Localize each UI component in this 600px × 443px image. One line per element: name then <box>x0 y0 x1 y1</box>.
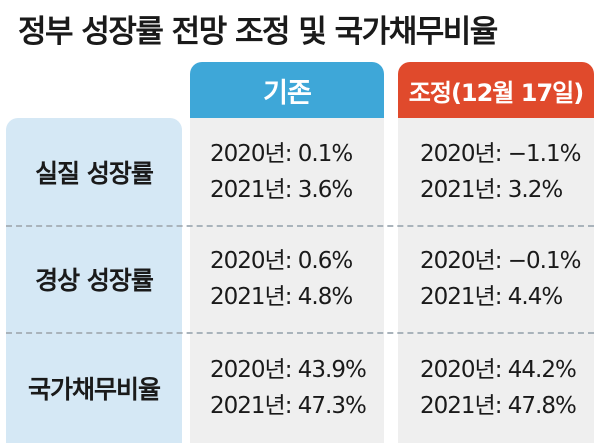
cell-line-2020: 2020년: 0.1% <box>210 140 353 167</box>
cell-line-2020: 2020년: 0.6% <box>210 247 353 274</box>
cell-debt-ratio-adjusted: 2020년: 44.2% 2021년: 47.8% <box>398 352 594 424</box>
cell-line-2021: 2021년: 47.8% <box>420 392 577 419</box>
cell-nominal-growth-existing: 2020년: 0.6% 2021년: 4.8% <box>190 243 384 315</box>
cell-real-growth-adjusted: 2020년: −1.1% 2021년: 3.2% <box>398 136 594 208</box>
cell-line-2020: 2020년: −1.1% <box>420 140 581 167</box>
column-header-existing: 기존 <box>190 62 384 118</box>
cell-line-2020: 2020년: −0.1% <box>420 247 581 274</box>
row-divider <box>6 225 594 227</box>
row-label-column: 실질 성장률 경상 성장률 국가채무비율 <box>6 118 182 443</box>
cell-nominal-growth-adjusted: 2020년: −0.1% 2021년: 4.4% <box>398 243 594 315</box>
cell-line-2021: 2021년: 4.8% <box>210 283 353 310</box>
adjusted-column: 2020년: −1.1% 2021년: 3.2% 2020년: −0.1% 20… <box>398 118 594 443</box>
cell-line-2021: 2021년: 4.4% <box>420 283 563 310</box>
row-label-real-growth: 실질 성장률 <box>35 158 154 188</box>
page-title: 정부 성장률 전망 조정 및 국가채무비율 <box>18 14 498 50</box>
cell-line-2021: 2021년: 47.3% <box>210 392 367 419</box>
cell-line-2021: 2021년: 3.2% <box>420 176 563 203</box>
cell-debt-ratio-existing: 2020년: 43.9% 2021년: 47.3% <box>190 352 384 424</box>
row-label-debt-ratio: 국가채무비율 <box>27 374 161 404</box>
column-header-adjusted: 조정(12월 17일) <box>398 62 594 118</box>
cell-line-2020: 2020년: 43.9% <box>210 356 367 383</box>
cell-real-growth-existing: 2020년: 0.1% 2021년: 3.6% <box>190 136 384 208</box>
existing-column: 2020년: 0.1% 2021년: 3.6% 2020년: 0.6% 2021… <box>190 118 384 443</box>
cell-line-2021: 2021년: 3.6% <box>210 176 353 203</box>
row-label-nominal-growth: 경상 성장률 <box>35 265 154 295</box>
cell-line-2020: 2020년: 44.2% <box>420 356 577 383</box>
row-divider <box>6 332 594 334</box>
